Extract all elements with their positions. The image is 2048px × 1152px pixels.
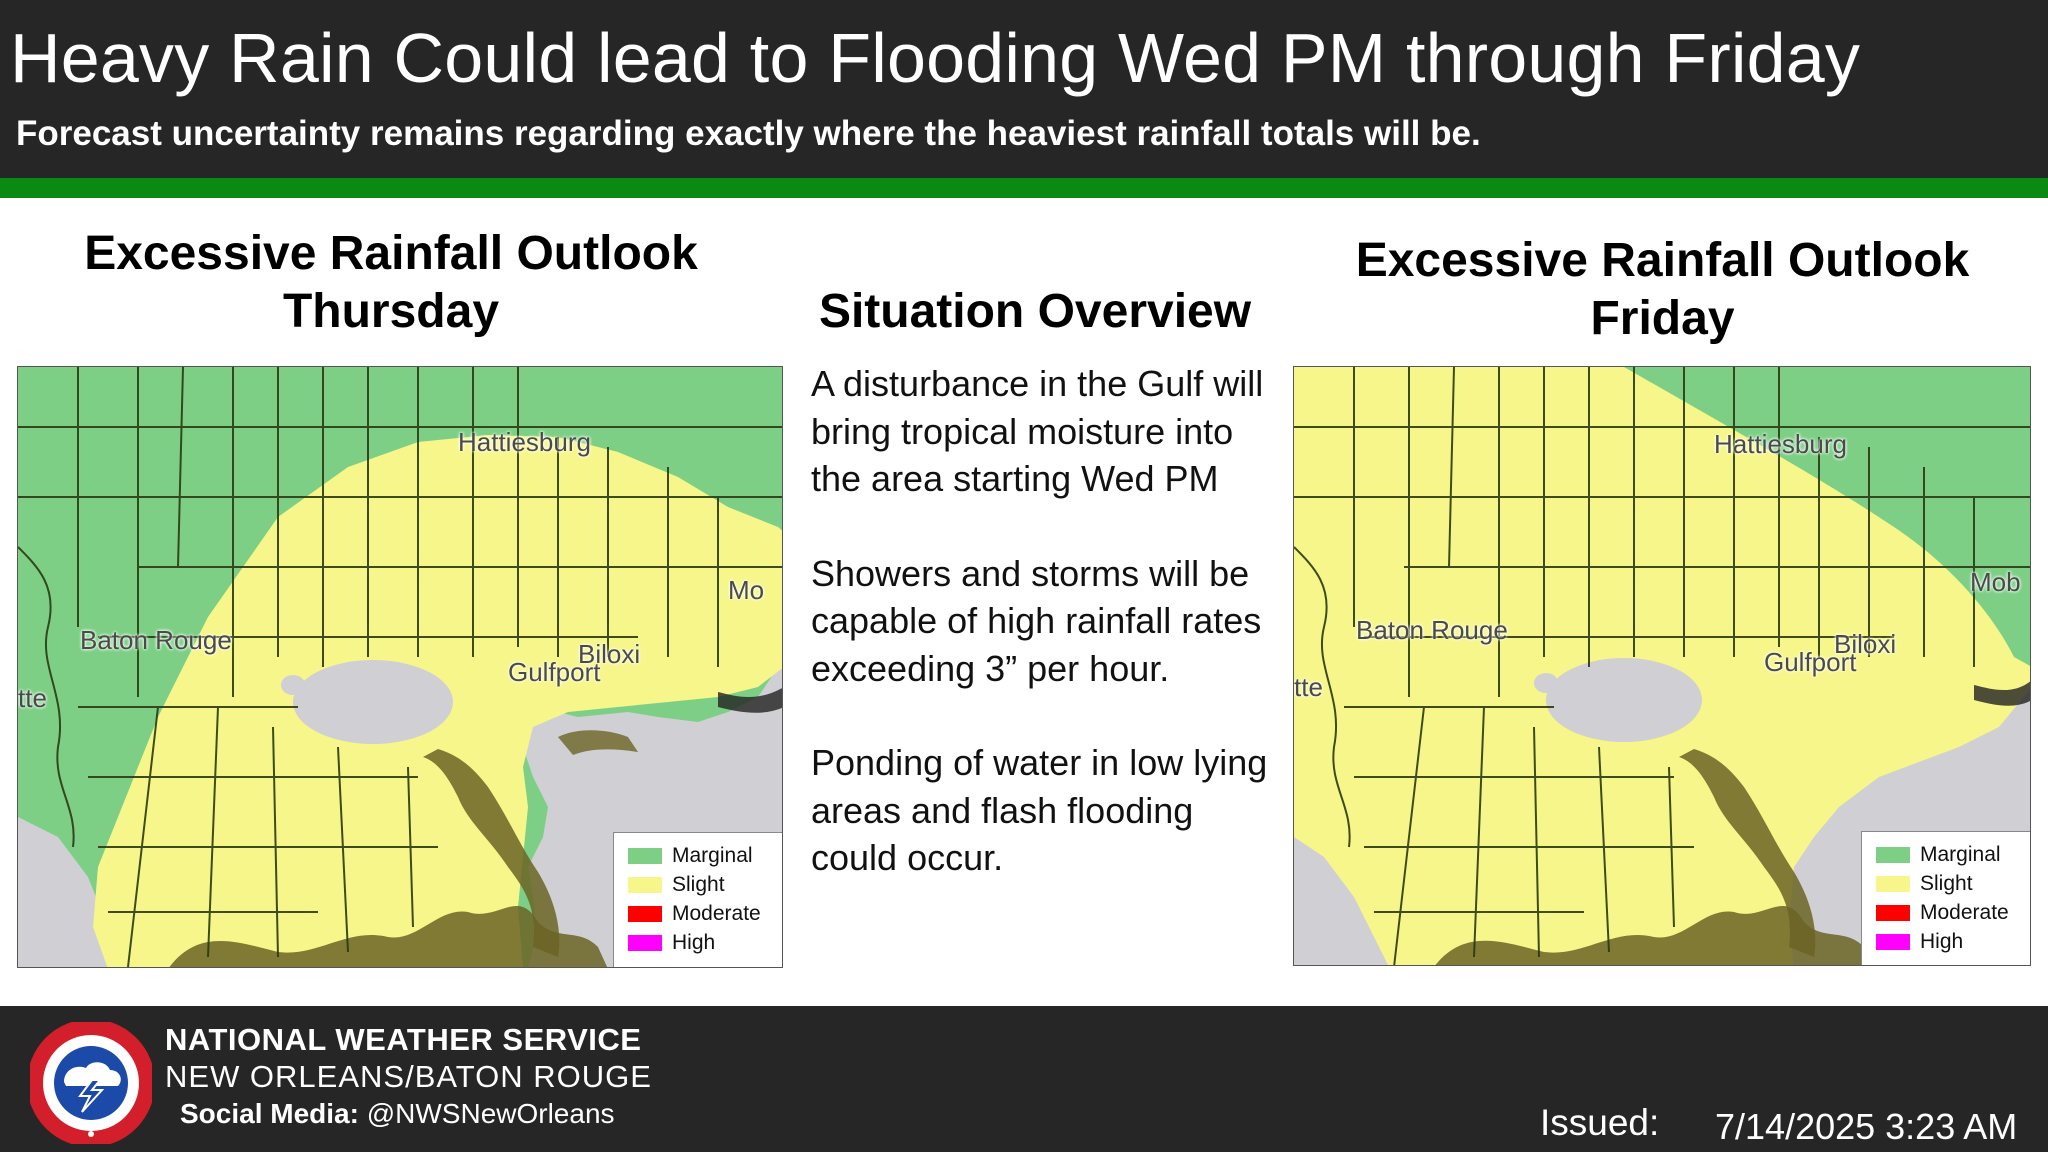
page-title: Heavy Rain Could lead to Flooding Wed PM…: [10, 19, 1861, 97]
city-label-gulfport: Gulfport: [1764, 647, 1857, 677]
city-label-gulfport: Gulfport: [508, 657, 601, 687]
city-label-mobile: Mo: [728, 575, 765, 605]
thursday-map-graphic: [18, 367, 782, 967]
city-label-hattiesburg: Hattiesburg: [458, 427, 591, 457]
legend-item-moderate: Moderate: [628, 899, 773, 928]
social-label: Social Media:: [180, 1098, 359, 1129]
friday-map-legend: Marginal Slight Moderate High: [1861, 831, 2030, 965]
city-label-biloxi: Biloxi: [1834, 629, 1897, 659]
high-swatch: [628, 934, 662, 951]
overview-paragraph-2: Showers and storms will be capable of hi…: [811, 552, 1262, 689]
legend-item-high: High: [628, 928, 773, 957]
legend-item-marginal: Marginal: [628, 841, 773, 870]
friday-title-line1: Excessive Rainfall Outlook: [1355, 234, 1970, 287]
nws-logo-icon: [30, 1022, 152, 1144]
legend-item-high: High: [1876, 927, 2021, 956]
social-media-line: Social Media: @NWSNewOrleans: [180, 1098, 615, 1130]
page-subtitle: Forecast uncertainty remains regarding e…: [16, 114, 1481, 153]
header-banner: Heavy Rain Could lead to Flooding Wed PM…: [0, 0, 2048, 178]
footer-banner: NATIONAL WEATHER SERVICE NEW ORLEANS/BAT…: [0, 1006, 2048, 1152]
marginal-swatch: [628, 847, 662, 864]
marginal-swatch: [1876, 846, 1910, 863]
city-label-mobile: Mob: [1970, 567, 2021, 597]
thursday-map-legend: Marginal Slight Moderate High: [613, 832, 782, 967]
thursday-outlook-map: Hattiesburg Baton Rouge Biloxi Gulfport …: [17, 366, 783, 968]
thursday-outlook-title: Excessive Rainfall Outlook Thursday: [16, 225, 766, 341]
situation-overview-text: A disturbance in the Gulf will bring tro…: [811, 360, 1281, 929]
city-label-hattiesburg: Hattiesburg: [1714, 429, 1847, 459]
issued-timestamp: 7/14/2025 3:23 AM: [1715, 1106, 2018, 1147]
slight-swatch: [628, 876, 662, 893]
moderate-swatch: [1876, 904, 1910, 921]
issued-label: Issued:: [1540, 1102, 1660, 1143]
city-label-lafayette: tte: [1294, 672, 1323, 702]
legend-item-slight: Slight: [628, 870, 773, 899]
friday-title-line2: Friday: [1590, 292, 1735, 345]
org-name: NATIONAL WEATHER SERVICE: [165, 1022, 642, 1057]
thursday-title-line2: Thursday: [282, 285, 500, 338]
slight-swatch: [1876, 875, 1910, 892]
overview-paragraph-3: Ponding of water in low lying areas and …: [811, 742, 1268, 878]
city-label-baton-rouge: Baton Rouge: [80, 625, 232, 655]
legend-item-slight: Slight: [1876, 869, 2021, 898]
office-name: NEW ORLEANS/BATON ROUGE: [165, 1059, 652, 1094]
city-label-baton-rouge: Baton Rouge: [1356, 615, 1508, 645]
city-label-lafayette: tte: [18, 683, 47, 713]
high-swatch: [1876, 933, 1910, 950]
legend-item-moderate: Moderate: [1876, 898, 2021, 927]
social-handle: @NWSNewOrleans: [366, 1098, 615, 1129]
legend-item-marginal: Marginal: [1876, 840, 2021, 869]
situation-overview-title: Situation Overview: [818, 285, 1252, 338]
overview-paragraph-1: A disturbance in the Gulf will bring tro…: [811, 363, 1264, 499]
thursday-title-line1: Excessive Rainfall Outlook: [84, 227, 698, 280]
moderate-swatch: [628, 905, 662, 922]
friday-outlook-title: Excessive Rainfall Outlook Friday: [1290, 232, 2035, 348]
city-label-biloxi: Biloxi: [578, 639, 641, 669]
friday-outlook-map: Hattiesburg Baton Rouge Biloxi Gulfport …: [1293, 366, 2031, 966]
accent-divider: [0, 178, 2048, 198]
